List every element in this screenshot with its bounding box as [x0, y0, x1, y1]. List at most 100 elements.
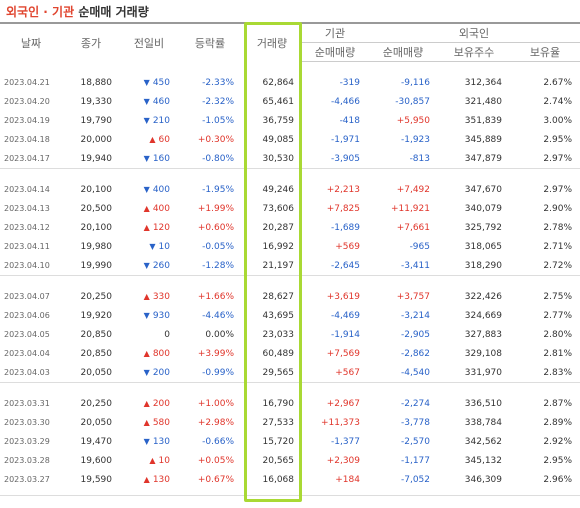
ratio-cell: 2.92% — [543, 436, 572, 447]
date-cell: 2023.04.10 — [4, 261, 50, 270]
header-institution: 기관 — [302, 22, 368, 43]
holdings-cell: 340,079 — [464, 203, 502, 214]
title-investor-label: 외국인 · 기관 — [6, 5, 75, 19]
holdings-cell: 322,426 — [464, 291, 502, 302]
volume-cell: 43,695 — [262, 310, 295, 321]
down-arrow-icon: ▼ — [143, 96, 150, 106]
change-value: 460 — [152, 96, 170, 107]
foreign-net-cell: -3,778 — [400, 417, 430, 428]
change-cell: ▼ 130 — [120, 432, 178, 451]
close-cell: 20,000 — [80, 134, 113, 145]
change-cell: ▼ 450 — [120, 73, 178, 92]
header-inst-net: 순매매량 — [302, 42, 368, 62]
volume-cell: 60,489 — [262, 348, 295, 359]
table-row: 2023.03.30 20,050 ▲ 580 +2.98% 27,533 +11,373 -… — [0, 413, 580, 432]
date-cell: 2023.04.18 — [4, 135, 50, 144]
date-cell: 2023.03.31 — [4, 399, 50, 408]
down-arrow-icon: ▼ — [143, 367, 150, 377]
table-row: 2023.03.28 19,600 ▲ 10 +0.05% 20,565 +2,309 -1,… — [0, 451, 580, 470]
table-row: 2023.04.14 20,100 ▼ 400 -1.95% 49,246 +2,213 +7… — [0, 180, 580, 199]
ratio-cell: 2.77% — [543, 310, 572, 321]
change-value: 210 — [152, 115, 170, 126]
change-value: 10 — [158, 455, 170, 466]
holdings-cell: 347,879 — [464, 153, 502, 164]
foreign-net-cell: +5,950 — [396, 115, 430, 126]
row-group-spacer — [0, 382, 580, 394]
close-cell: 20,050 — [80, 367, 113, 378]
holdings-cell: 346,309 — [464, 474, 502, 485]
inst-net-cell: +7,825 — [326, 203, 360, 214]
close-cell: 19,330 — [80, 96, 113, 107]
down-arrow-icon: ▼ — [143, 77, 150, 87]
ratio-cell: 2.95% — [543, 455, 572, 466]
foreign-net-cell: -813 — [409, 153, 430, 164]
ratio-cell: 2.71% — [543, 241, 572, 252]
inst-net-cell: -3,905 — [330, 153, 360, 164]
change-cell: ▼ 400 — [120, 180, 178, 199]
date-cell: 2023.04.07 — [4, 292, 50, 301]
inst-net-cell: +2,967 — [326, 398, 360, 409]
holdings-cell: 329,108 — [464, 348, 502, 359]
foreign-net-cell: -2,862 — [400, 348, 430, 359]
change-value: 200 — [152, 367, 170, 378]
volume-cell: 27,533 — [262, 417, 295, 428]
foreign-net-cell: -2,570 — [400, 436, 430, 447]
foreign-net-cell: -30,857 — [395, 96, 430, 107]
ratio-cell: 3.00% — [543, 115, 572, 126]
date-cell: 2023.04.17 — [4, 154, 50, 163]
close-cell: 19,590 — [80, 474, 113, 485]
table-row: 2023.04.07 20,250 ▲ 330 +1.66% 28,627 +3,619 +3… — [0, 287, 580, 306]
date-cell: 2023.04.14 — [4, 185, 50, 194]
foreign-net-cell: +11,921 — [390, 203, 430, 214]
inst-net-cell: -1,689 — [330, 222, 360, 233]
change-cell: ▲ 130 — [120, 470, 178, 489]
volume-cell: 20,565 — [262, 455, 295, 466]
header-date: 날짜 — [0, 22, 62, 62]
date-cell: 2023.04.06 — [4, 311, 50, 320]
foreign-net-cell: +3,757 — [396, 291, 430, 302]
change-value: 10 — [158, 241, 170, 252]
change-cell: ▲ 580 — [120, 413, 178, 432]
change-value: 450 — [152, 77, 170, 88]
date-cell: 2023.04.05 — [4, 330, 50, 339]
ratio-cell: 2.96% — [543, 474, 572, 485]
volume-cell: 16,068 — [262, 474, 295, 485]
table-row: 2023.04.03 20,050 ▼ 200 -0.99% 29,565 +567 -4,5… — [0, 363, 580, 383]
close-cell: 19,600 — [80, 455, 113, 466]
inst-net-cell: +2,213 — [326, 184, 360, 195]
table-body: 2023.04.21 18,880 ▼ 450 -2.33% 62,864 -319 -9,1… — [0, 62, 580, 496]
foreign-net-cell: -2,274 — [400, 398, 430, 409]
ratio-cell: 2.95% — [543, 134, 572, 145]
close-cell: 19,470 — [80, 436, 113, 447]
close-cell: 20,100 — [80, 184, 113, 195]
holdings-cell: 318,065 — [464, 241, 502, 252]
down-arrow-icon: ▼ — [143, 436, 150, 446]
ratio-cell: 2.90% — [543, 203, 572, 214]
inst-net-cell: +184 — [335, 474, 360, 485]
change-value: 200 — [152, 398, 170, 409]
volume-cell: 65,461 — [262, 96, 295, 107]
holdings-cell: 324,669 — [464, 310, 502, 321]
trading-table: 날짜 종가 전일비 등락률 거래량 기관 외국인 순매매량 순매매량 보유주수 … — [0, 22, 580, 496]
up-arrow-icon: ▲ — [149, 134, 156, 144]
table-row: 2023.03.29 19,470 ▼ 130 -0.66% 15,720 -1,377 -2… — [0, 432, 580, 451]
foreign-net-cell: -3,214 — [400, 310, 430, 321]
volume-cell: 49,246 — [262, 184, 295, 195]
header-change: 전일비 — [120, 22, 178, 62]
date-cell: 2023.04.13 — [4, 204, 50, 213]
date-cell: 2023.04.03 — [4, 368, 50, 377]
inst-net-cell: -1,914 — [330, 329, 360, 340]
close-cell: 20,500 — [80, 203, 113, 214]
table-row: 2023.04.04 20,850 ▲ 800 +3.99% 60,489 +7,569 -2… — [0, 344, 580, 363]
change-value: 260 — [152, 260, 170, 271]
rate-cell: +1.99% — [197, 203, 234, 214]
inst-net-cell: -1,971 — [330, 134, 360, 145]
holdings-cell: 345,889 — [464, 134, 502, 145]
rate-cell: -0.66% — [202, 436, 234, 447]
date-cell: 2023.04.04 — [4, 349, 50, 358]
volume-cell: 30,530 — [262, 153, 295, 164]
rate-cell: +2.98% — [197, 417, 234, 428]
up-arrow-icon: ▲ — [143, 398, 150, 408]
change-cell: ▲ 200 — [120, 394, 178, 413]
table-row: 2023.04.10 19,990 ▼ 260 -1.28% 21,197 -2,645 -3… — [0, 256, 580, 276]
